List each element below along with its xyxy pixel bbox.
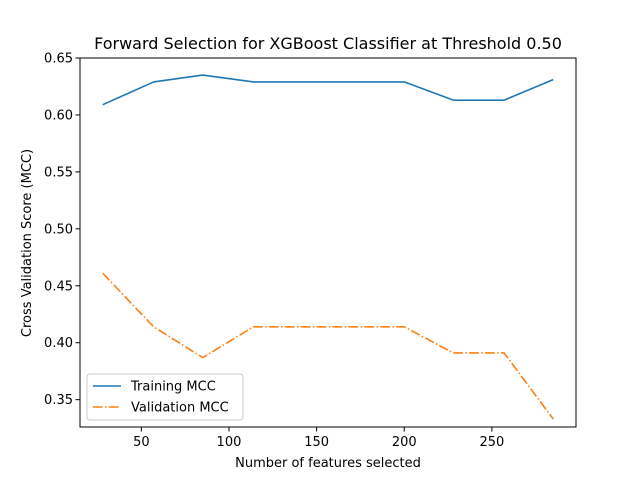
plot-area: [79, 57, 577, 428]
x-axis-label: Number of features selected: [235, 456, 421, 471]
plot-frame: [79, 57, 577, 428]
x-tick-label: 50: [133, 435, 150, 450]
x-axis: 50 100 150 200 250: [133, 427, 504, 450]
x-tick-label: 200: [392, 435, 417, 450]
chart-title: Forward Selection for XGBoost Classifier…: [94, 34, 562, 53]
y-tick-label: 0.35: [44, 393, 73, 408]
x-tick-label: 250: [479, 435, 504, 450]
y-tick-label: 0.60: [44, 108, 73, 123]
legend-label: Training MCC: [130, 380, 216, 395]
legend: Training MCC Validation MCC: [86, 373, 244, 421]
y-axis-label: Cross Validation Score (MCC): [20, 149, 35, 337]
y-tick-label: 0.65: [44, 52, 73, 67]
x-tick-label: 150: [304, 435, 329, 450]
y-tick-label: 0.55: [44, 165, 73, 180]
x-tick-label: 100: [217, 435, 242, 450]
series-line-validation: [102, 272, 554, 420]
series-layer: [102, 74, 554, 420]
y-tick-label: 0.40: [44, 336, 73, 351]
legend-label: Validation MCC: [131, 401, 229, 416]
y-tick-label: 0.45: [44, 279, 73, 294]
series-line-training: [102, 74, 554, 106]
legend-box: [86, 373, 244, 421]
y-tick-label: 0.50: [44, 222, 73, 237]
y-axis: 0.35 0.40 0.45 0.50 0.55 0.60 0.65: [44, 52, 80, 408]
